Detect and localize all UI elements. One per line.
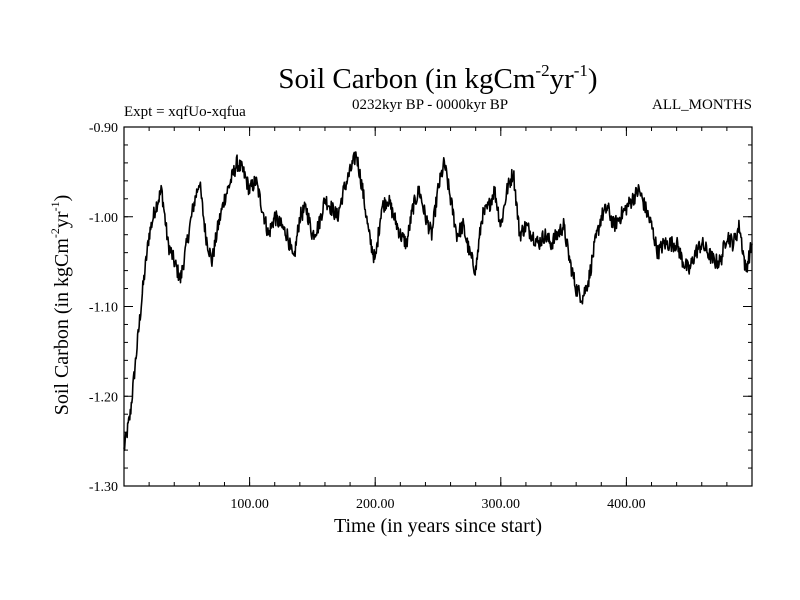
axis-ticks: [124, 126, 752, 487]
x-axis-label: Time (in years since start): [334, 515, 542, 537]
y-axis-label: Soil Carbon (in kgCm-2yr-1): [48, 195, 73, 416]
y-tick-label: -1.20: [89, 390, 118, 405]
y-tick-label: -1.00: [89, 211, 118, 226]
x-tick-label: 400.00: [607, 497, 646, 512]
x-tick-label: 100.00: [230, 497, 269, 512]
x-tick-label: 300.00: [482, 497, 521, 512]
x-tick-labels: 100.00 200.00 300.00 400.00: [230, 497, 645, 512]
y-tick-labels: -1.30 -1.20 -1.10 -1.00 -0.90: [89, 121, 118, 495]
plot-frame: [123, 126, 753, 487]
series-group: [123, 151, 753, 452]
y-tick-label: -0.90: [89, 121, 118, 136]
x-tick-label: 200.00: [356, 497, 395, 512]
experiment-label: Expt = xqfUo-xqfua: [124, 104, 246, 120]
chart-title: Soil Carbon (in kgCm-2yr-1): [278, 61, 597, 95]
months-label: ALL_MONTHS: [652, 97, 752, 113]
y-tick-label: -1.10: [89, 301, 118, 316]
y-tick-label: -1.30: [89, 480, 118, 495]
chart-subtitle: 0232kyr BP - 0000kyr BP: [352, 97, 508, 113]
series-line-soil-carbon: [123, 151, 753, 452]
